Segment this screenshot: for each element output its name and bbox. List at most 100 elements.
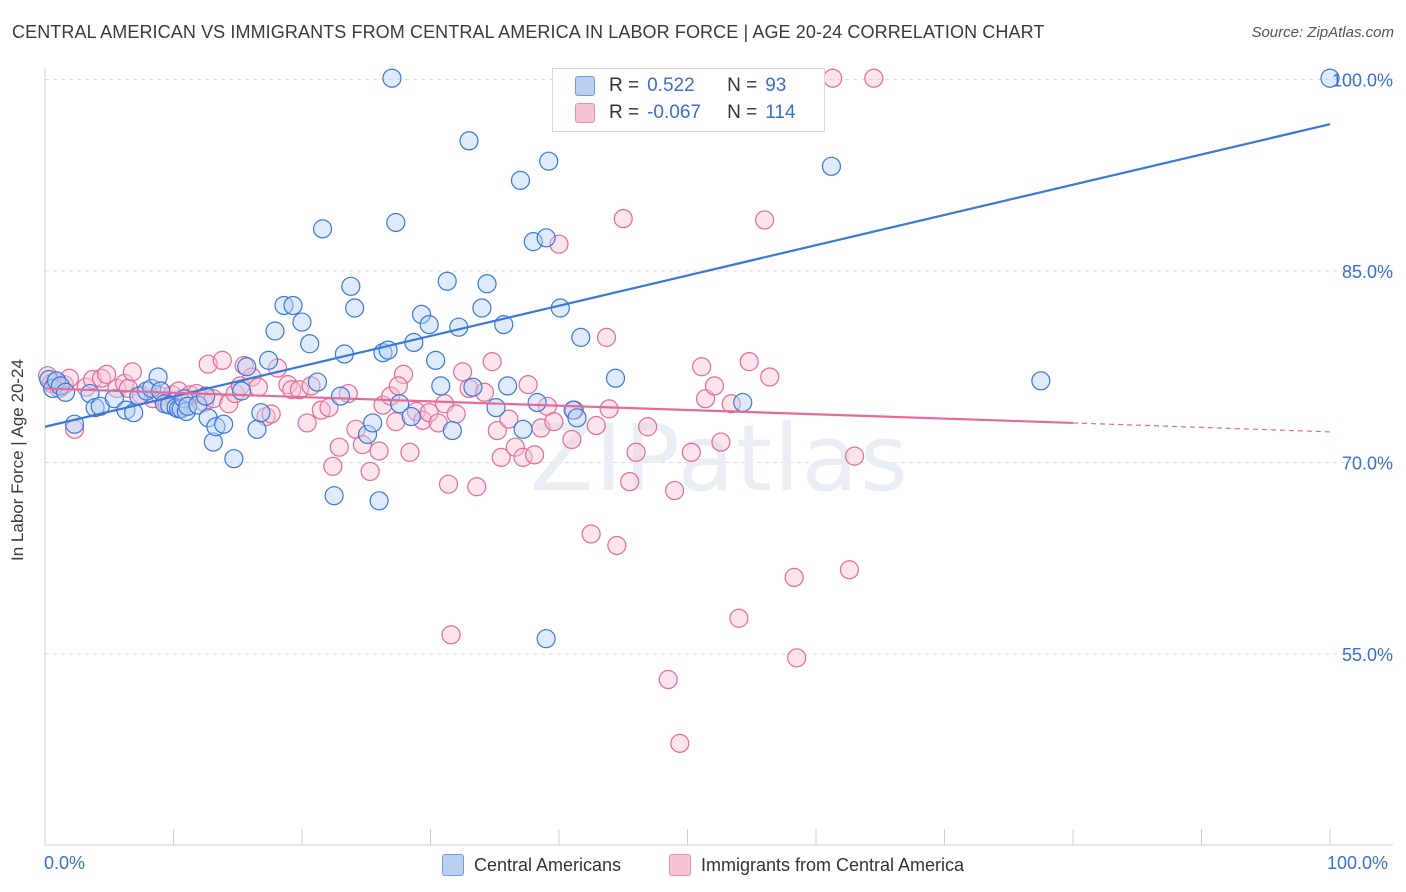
data-point-central-americans [50, 376, 71, 396]
data-point-immigrants [352, 435, 372, 455]
data-point-immigrants [638, 417, 658, 437]
data-point-immigrants [491, 447, 511, 467]
data-point-central-americans [426, 350, 446, 370]
data-point-immigrants [438, 474, 459, 494]
data-point-central-americans [411, 304, 432, 325]
data-point-immigrants [581, 524, 601, 544]
legend-r-label: R = [609, 75, 640, 96]
data-point-immigrants [596, 327, 617, 347]
data-point-central-americans [55, 382, 76, 402]
data-point-immigrants [393, 364, 414, 385]
axes [44, 68, 1393, 846]
data-point-immigrants [599, 399, 619, 419]
y-tick-label: 100.0% [1332, 71, 1393, 91]
bottom-legend-central-americans: Central Americans [442, 852, 621, 878]
data-point-immigrants [658, 669, 678, 690]
data-point-immigrants [487, 420, 507, 441]
data-point-central-americans [382, 68, 402, 88]
data-point-immigrants [544, 412, 564, 432]
data-point-immigrants [297, 413, 317, 433]
data-point-immigrants [524, 445, 545, 465]
data-point-central-americans [300, 334, 320, 354]
data-point-immigrants [248, 377, 268, 397]
data-point-central-americans [437, 271, 457, 291]
data-point-central-americans [523, 232, 543, 252]
legend-swatch-blue [575, 76, 595, 96]
data-point-immigrants [278, 375, 298, 395]
data-point-central-americans [401, 406, 421, 427]
data-point-central-americans [1031, 371, 1051, 391]
data-point-immigrants [711, 432, 731, 452]
data-point-central-americans [307, 372, 328, 392]
data-point-central-americans [292, 312, 312, 332]
correlation-legend: R = 0.522 N = 93 R = -0.067 N = 114 [552, 68, 825, 132]
data-point-immigrants [607, 535, 627, 556]
x-tick-label-max: 100.0% [1327, 853, 1389, 873]
y-tick-labels: 55.0% 70.0% 85.0% 100.0% [1332, 71, 1393, 666]
data-point-central-americans [214, 414, 234, 434]
data-point-immigrants [839, 560, 860, 580]
data-point-immigrants [413, 410, 433, 430]
legend-n-label: N = [727, 102, 758, 123]
y-tick-label: 85.0% [1342, 262, 1393, 282]
data-point-immigrants [115, 373, 135, 393]
data-point-central-americans [206, 417, 226, 437]
data-point-central-americans [251, 403, 271, 423]
data-point-central-americans [224, 449, 244, 469]
data-point-immigrants [823, 68, 843, 88]
watermark: ZIPatlas [530, 405, 910, 512]
data-point-central-americans [265, 321, 285, 341]
data-point-central-americans [821, 156, 842, 176]
data-point-immigrants [754, 210, 775, 230]
data-point-central-americans [536, 629, 556, 649]
legend-r-value: -0.067 [647, 102, 701, 123]
data-point-immigrants [400, 442, 420, 462]
data-point-central-americans [431, 376, 451, 396]
trend-line-immigrants-extension [1072, 422, 1331, 433]
data-point-central-americans [363, 413, 383, 433]
data-point-immigrants [505, 437, 525, 457]
data-point-immigrants [586, 415, 606, 436]
data-point-central-americans [536, 228, 556, 248]
data-point-immigrants [360, 461, 380, 482]
data-point-immigrants [482, 352, 502, 372]
bottom-legend-label: Central Americans [474, 854, 622, 875]
data-point-immigrants [626, 442, 646, 462]
data-point-immigrants [261, 404, 281, 424]
data-point-central-americans [386, 212, 406, 233]
data-point-central-americans [539, 151, 559, 171]
source-text: Source: ZipAtlas.com [1251, 24, 1394, 41]
data-point-immigrants [670, 733, 690, 753]
data-point-immigrants [329, 437, 349, 457]
data-point-immigrants [729, 608, 749, 628]
data-point-central-americans [232, 381, 252, 401]
data-point-immigrants [441, 625, 461, 645]
data-point-central-americans [324, 486, 344, 506]
data-point-central-americans [369, 491, 389, 511]
data-point-central-americans [733, 392, 753, 413]
data-point-central-americans [178, 396, 198, 416]
data-point-central-americans [513, 419, 533, 439]
data-point-immigrants [665, 480, 685, 501]
chart-title: CENTRAL AMERICAN VS IMMIGRANTS FROM CENT… [12, 22, 1045, 42]
data-point-central-americans [419, 315, 439, 335]
bottom-legend-swatch-blue [442, 854, 464, 876]
data-point-immigrants [446, 404, 466, 424]
data-point-immigrants [613, 209, 633, 229]
data-point-central-americans [567, 408, 587, 428]
y-tick-label: 70.0% [1342, 454, 1393, 474]
grid-lines [45, 79, 1393, 655]
data-point-central-americans [486, 398, 506, 418]
data-point-central-americans [312, 219, 333, 239]
data-point-central-americans [527, 392, 547, 413]
trend-line-immigrants [44, 387, 1074, 425]
data-point-immigrants [692, 357, 712, 377]
data-point-immigrants [97, 364, 117, 385]
data-point-immigrants [784, 567, 804, 588]
data-point-immigrants [311, 400, 331, 420]
bottom-legend-label: Immigrants from Central America [701, 854, 965, 875]
data-point-central-americans [203, 432, 223, 452]
x-tick-label-min: 0.0% [44, 853, 86, 873]
data-point-central-americans [196, 386, 216, 406]
